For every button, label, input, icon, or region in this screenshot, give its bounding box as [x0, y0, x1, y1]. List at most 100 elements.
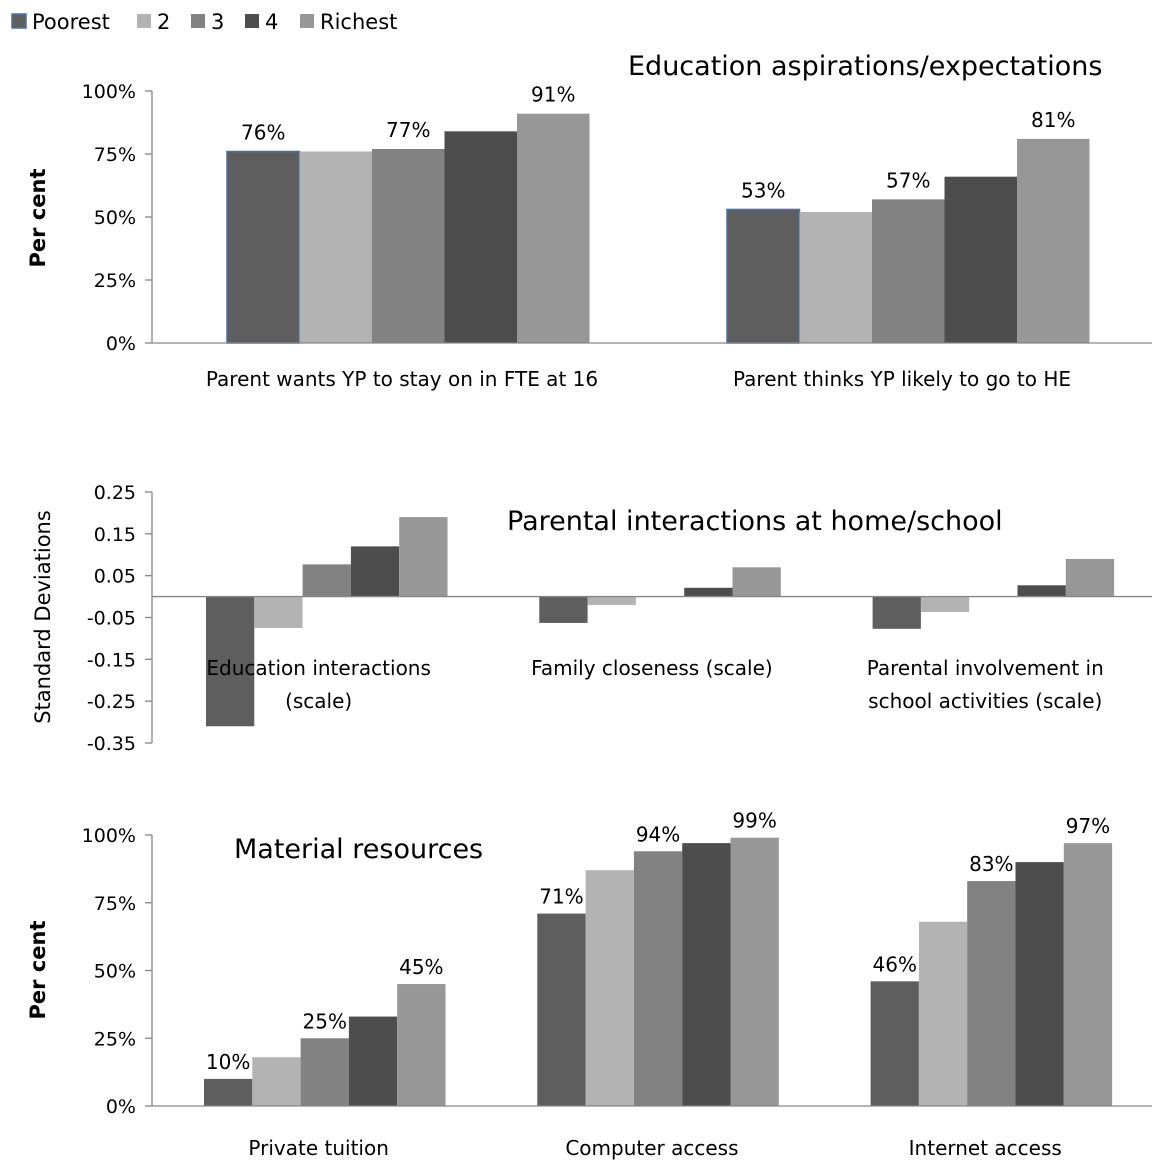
panel-education-aspirations: 0% 25% 50% 75% 100% 76% 77% 91% 53% 57% 81% Parent … — [26, 51, 1152, 391]
legend-swatch — [245, 14, 259, 28]
y-tick-label: 25% — [94, 1028, 136, 1050]
legend-label: Richest — [320, 10, 397, 34]
data-label: 53% — [741, 178, 785, 202]
bar — [399, 517, 447, 596]
data-label: 83% — [969, 852, 1013, 876]
bar — [919, 922, 967, 1106]
category-label: Computer access — [565, 1136, 738, 1160]
bar — [204, 1079, 252, 1106]
y-axis-title: Per cent — [26, 921, 50, 1020]
panel-title: Education aspirations/expectations — [628, 51, 1102, 82]
category-label: (scale) — [285, 689, 352, 713]
bar — [634, 851, 682, 1106]
data-label: 97% — [1066, 814, 1110, 838]
y-tick-label: 50% — [94, 207, 136, 229]
legend-swatch — [191, 14, 205, 28]
data-label: 57% — [886, 168, 930, 192]
bar — [252, 1057, 300, 1106]
bar — [301, 1038, 349, 1106]
bar — [349, 1017, 397, 1106]
data-label: 91% — [531, 83, 575, 107]
bar — [1064, 843, 1112, 1106]
category-label: Education interactions — [206, 656, 431, 680]
category-label: Parent thinks YP likely to go to HE — [733, 367, 1071, 391]
category-label: Parental involvement in — [867, 656, 1104, 680]
legend-swatch — [300, 14, 314, 28]
data-label: 99% — [732, 809, 776, 833]
category-label: school activities (scale) — [868, 689, 1102, 713]
bar — [1016, 862, 1064, 1106]
bar — [397, 984, 445, 1106]
data-label: 77% — [386, 118, 430, 142]
bar — [921, 597, 969, 612]
bar — [303, 564, 351, 596]
legend-swatch — [12, 14, 26, 28]
bar — [445, 131, 518, 343]
y-tick-label: -0.05 — [87, 608, 136, 630]
panel-parental-interactions: -0.35 -0.25 -0.15 -0.05 0.05 0.15 0.25 Educatio… — [31, 482, 1152, 755]
y-tick-label: 75% — [94, 893, 136, 915]
data-label: 76% — [241, 120, 285, 144]
legend-swatch — [137, 14, 151, 28]
legend-label: 3 — [211, 10, 224, 34]
y-tick-label: 100% — [82, 825, 136, 847]
category-label: Family closeness (scale) — [531, 656, 773, 680]
y-tick-label: 0.15 — [94, 524, 136, 546]
bar — [967, 881, 1015, 1106]
legend-label: 4 — [265, 10, 278, 34]
y-tick-label: 75% — [94, 144, 136, 166]
bar — [727, 209, 800, 343]
bar — [539, 597, 587, 623]
bar — [586, 870, 634, 1106]
y-axis-title: Per cent — [26, 169, 50, 268]
bar — [254, 597, 302, 628]
y-tick-label: -0.25 — [87, 691, 136, 713]
legend: Poorest 2 3 4 Richest — [12, 10, 397, 34]
bar — [800, 212, 873, 343]
bar — [945, 177, 1018, 343]
bar — [227, 151, 300, 343]
bar — [1018, 585, 1066, 596]
y-tick-label: 0% — [106, 333, 136, 355]
category-label: Parent wants YP to stay on in FTE at 16 — [206, 367, 598, 391]
y-tick-label: 25% — [94, 270, 136, 292]
y-axis-title: Standard Deviations — [31, 510, 55, 724]
data-label: 46% — [873, 952, 917, 976]
data-label: 25% — [303, 1009, 347, 1033]
bar — [872, 199, 945, 343]
data-label: 81% — [1031, 108, 1075, 132]
bar — [1066, 559, 1114, 597]
y-tick-label: -0.15 — [87, 649, 136, 671]
y-tick-label: 0% — [106, 1096, 136, 1118]
y-tick-label: 0.05 — [94, 566, 136, 588]
bar — [873, 597, 921, 629]
bar — [871, 981, 919, 1106]
bar — [537, 914, 585, 1106]
data-label: 94% — [636, 822, 680, 846]
data-label: 45% — [399, 955, 443, 979]
category-label: Internet access — [909, 1136, 1062, 1160]
bar — [731, 838, 779, 1106]
bar — [733, 567, 781, 596]
data-label: 71% — [539, 885, 583, 909]
panel-title: Parental interactions at home/school — [507, 506, 1003, 537]
y-tick-label: 0.25 — [94, 482, 136, 504]
bar — [684, 588, 732, 597]
bar — [351, 546, 399, 596]
legend-label: Poorest — [32, 10, 110, 34]
bar — [372, 149, 445, 343]
bar — [300, 151, 373, 343]
panel-title: Material resources — [234, 834, 483, 865]
category-label: Private tuition — [248, 1136, 388, 1160]
legend-label: 2 — [157, 10, 170, 34]
bar — [517, 114, 590, 343]
y-tick-label: 50% — [94, 961, 136, 983]
y-tick-label: 100% — [82, 81, 136, 103]
bar — [682, 843, 730, 1106]
data-label: 10% — [206, 1050, 250, 1074]
bar — [588, 597, 636, 605]
bar — [1017, 139, 1090, 343]
y-tick-label: -0.35 — [87, 733, 136, 755]
panel-material-resources: 0% 25% 50% 75% 100% 10% 25% 45% 71% 94% 99% 46% 83% 9… — [26, 809, 1152, 1160]
